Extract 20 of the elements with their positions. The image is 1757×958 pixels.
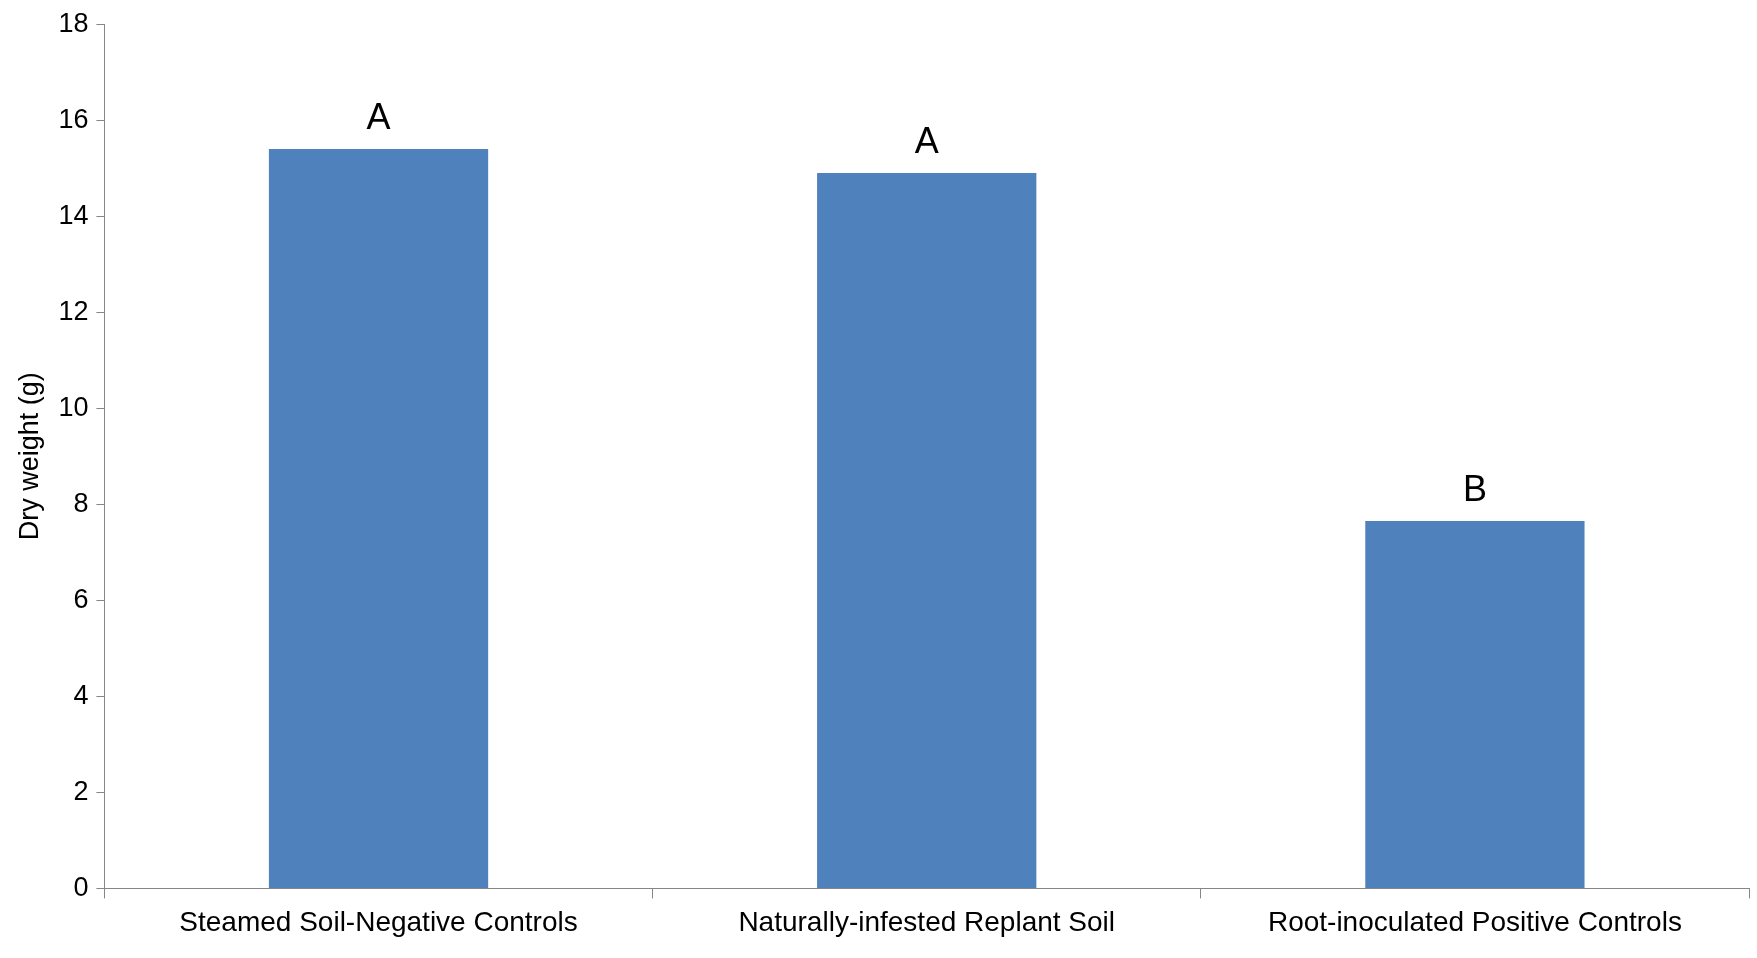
annotation: A: [914, 119, 939, 161]
y-axis-title: Dry weight (g): [13, 372, 44, 541]
y-tick-label: 2: [73, 775, 89, 806]
x-tick-label: Naturally-infested Replant Soil: [738, 905, 1116, 937]
bar: [1365, 521, 1585, 888]
y-tick-label: 8: [73, 487, 89, 518]
annotation: A: [366, 95, 391, 137]
bar: [817, 173, 1037, 888]
y-tick-label: 6: [73, 583, 89, 614]
x-tick-label: Root-inoculated Positive Controls: [1267, 905, 1682, 937]
bar: [268, 149, 489, 888]
y-tick-label: 4: [73, 679, 89, 710]
y-tick-label: 16: [58, 103, 89, 134]
y-tick-label: 12: [58, 295, 89, 326]
y-tick-label: 10: [58, 391, 89, 422]
y-tick-label: 18: [58, 7, 89, 38]
x-tick-label: Steamed Soil-Negative Controls: [179, 905, 578, 937]
y-tick-label: 14: [58, 199, 89, 230]
y-tick-label: 0: [73, 871, 89, 902]
annotation: B: [1462, 468, 1487, 510]
